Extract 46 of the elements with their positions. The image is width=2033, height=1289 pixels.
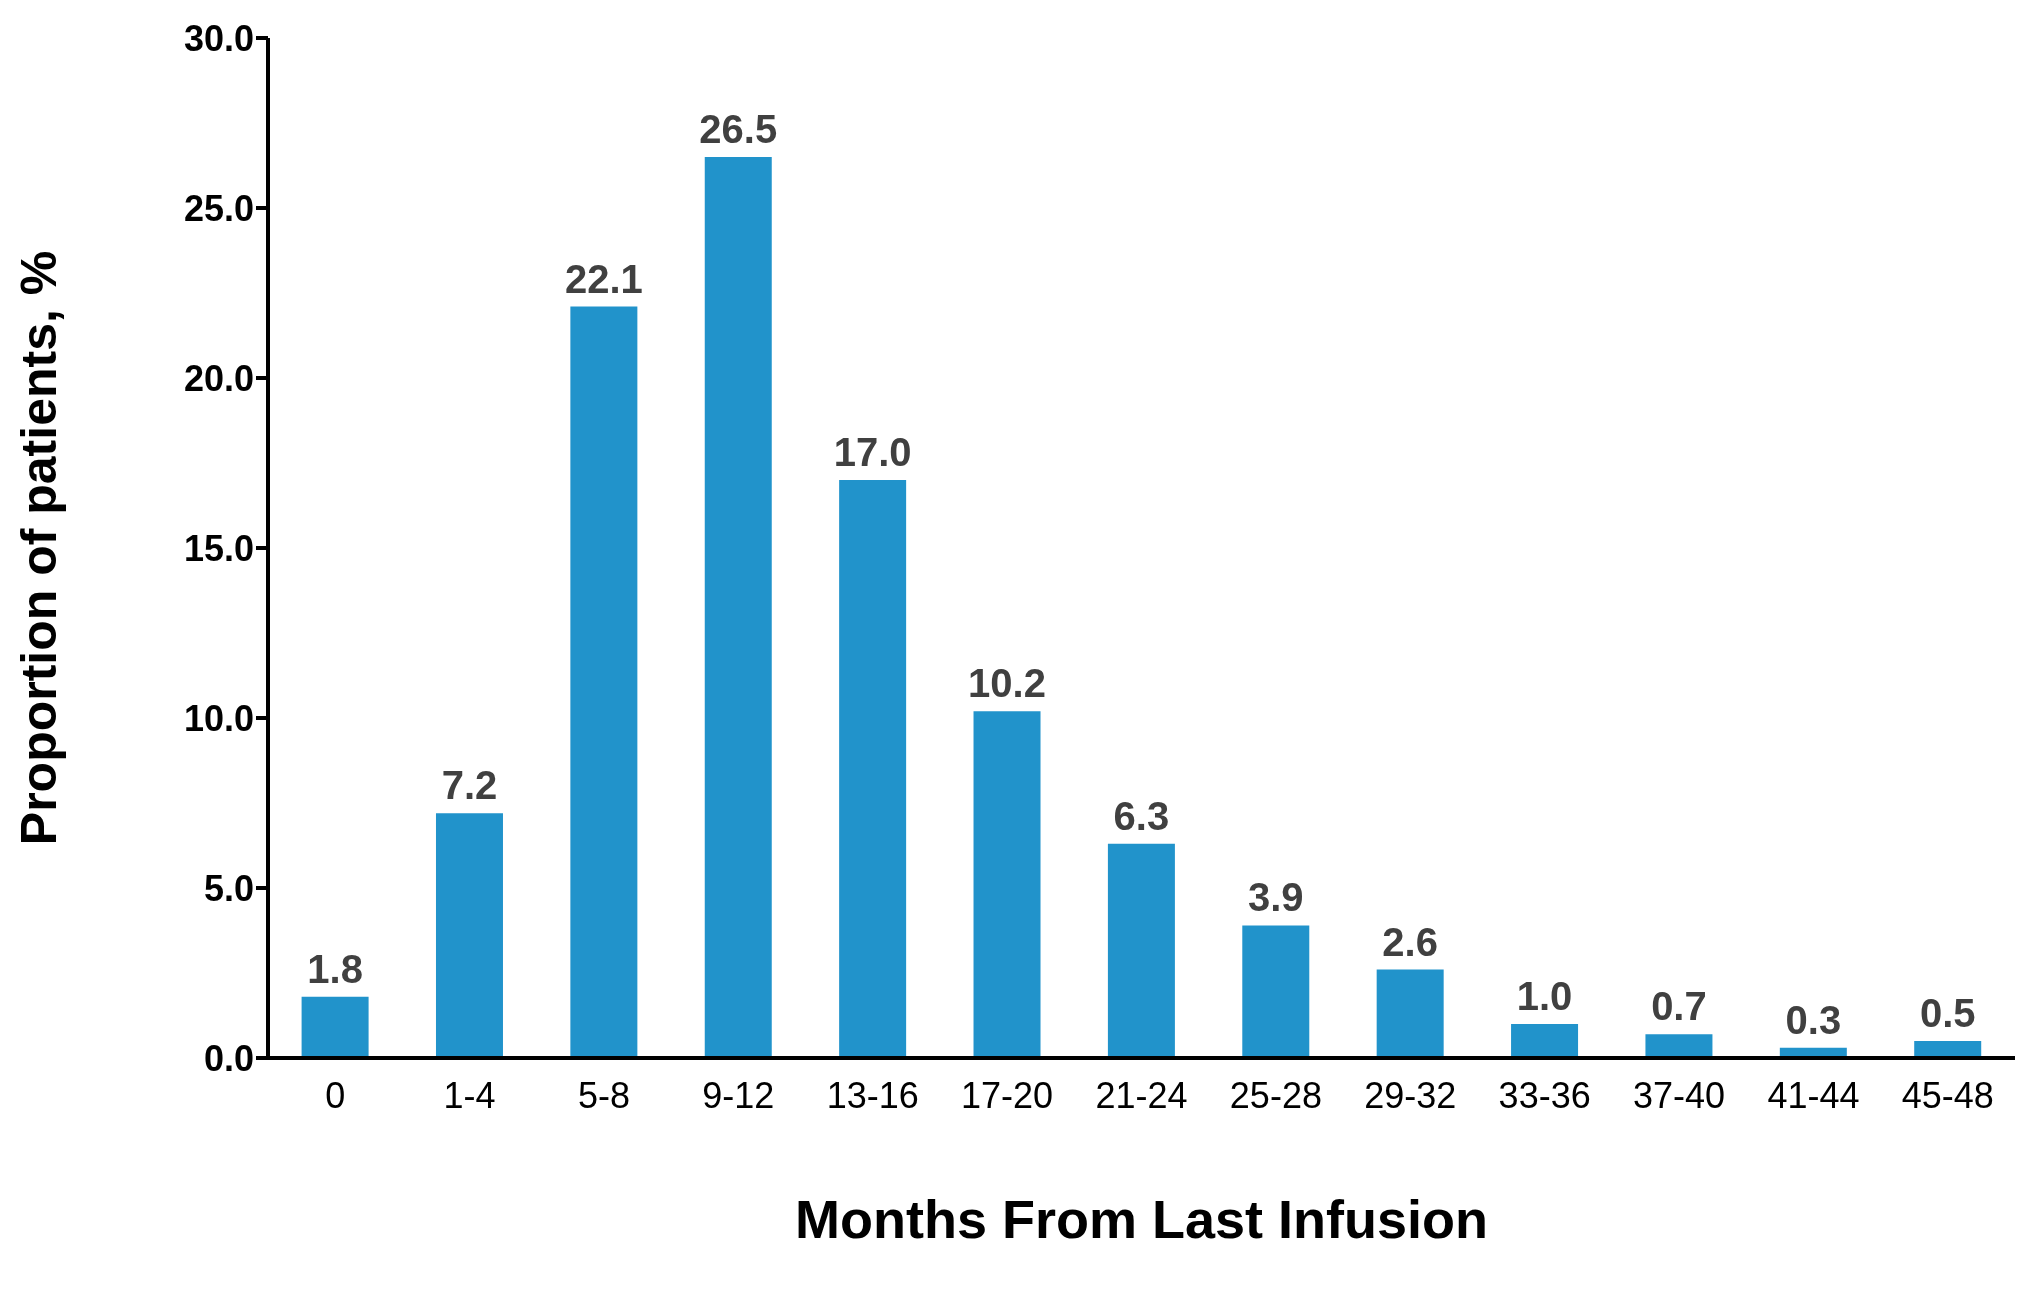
x-tick-label: 25-28 xyxy=(1229,1074,1322,1116)
data-label: 0.7 xyxy=(1651,984,1707,1029)
x-axis-title: Months From Last Infusion xyxy=(795,1189,1488,1249)
data-label: 17.0 xyxy=(833,430,912,474)
x-tick-label: 33-36 xyxy=(1498,1074,1591,1116)
x-tick-label: 13-16 xyxy=(826,1074,919,1116)
x-tick-label: 0 xyxy=(325,1074,346,1116)
data-label: 0.5 xyxy=(1919,991,1976,1035)
x-tick-label: 9-12 xyxy=(702,1074,775,1116)
bar xyxy=(1242,925,1310,1058)
bar xyxy=(973,711,1041,1058)
bar xyxy=(1511,1024,1579,1058)
x-tick-label: 21-24 xyxy=(1095,1074,1188,1116)
data-label: 1.0 xyxy=(1516,974,1573,1018)
data-label: 0.3 xyxy=(1785,997,1842,1042)
data-label: 2.6 xyxy=(1382,919,1438,964)
y-axis-title: Proportion of patients, % xyxy=(10,250,67,846)
x-tick-label: 5-8 xyxy=(577,1074,630,1116)
bar xyxy=(1645,1034,1713,1058)
bar xyxy=(1107,843,1175,1058)
x-tick-label: 17-20 xyxy=(961,1074,1054,1116)
data-label: 6.3 xyxy=(1113,793,1170,838)
data-label: 1.8 xyxy=(307,946,363,991)
y-tick-label: 20.0 xyxy=(183,357,254,399)
y-tick-label: 0.0 xyxy=(203,1037,254,1079)
bar xyxy=(570,306,638,1058)
y-tick-label: 30.0 xyxy=(183,17,254,59)
x-tick-label: 41-44 xyxy=(1767,1074,1860,1116)
y-tick-label: 25.0 xyxy=(183,187,254,229)
bar xyxy=(301,996,369,1058)
y-tick-label: 10.0 xyxy=(183,697,254,739)
data-label: 22.1 xyxy=(564,256,643,301)
y-tick-label: 5.0 xyxy=(203,867,254,909)
x-tick-label: 29-32 xyxy=(1364,1074,1457,1116)
data-label: 7.2 xyxy=(441,763,498,808)
x-tick-label: 37-40 xyxy=(1633,1074,1726,1116)
bar xyxy=(704,157,772,1058)
x-tick-label: 1-4 xyxy=(443,1074,496,1116)
bar xyxy=(1376,969,1444,1058)
data-label: 10.2 xyxy=(968,661,1046,706)
bar xyxy=(839,480,907,1058)
data-label: 3.9 xyxy=(1247,875,1304,920)
bar xyxy=(435,813,503,1058)
data-label: 26.5 xyxy=(699,107,778,151)
y-tick-label: 15.0 xyxy=(183,527,254,569)
x-tick-label: 45-48 xyxy=(1901,1074,1994,1116)
